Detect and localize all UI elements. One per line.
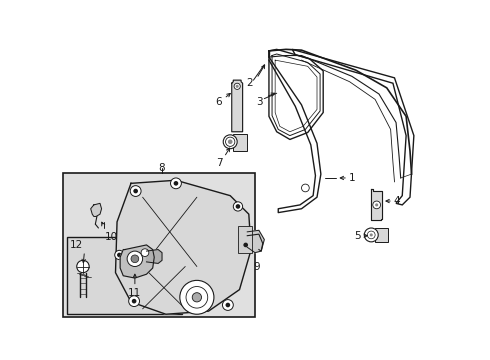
Text: 11: 11 <box>128 288 142 298</box>
Circle shape <box>244 243 248 247</box>
Bar <box>238 226 252 253</box>
Text: 7: 7 <box>216 158 222 167</box>
Polygon shape <box>247 230 264 253</box>
Circle shape <box>77 260 89 273</box>
Circle shape <box>369 233 373 237</box>
Text: 3: 3 <box>256 97 263 107</box>
Circle shape <box>236 204 240 209</box>
Circle shape <box>225 303 230 307</box>
Circle shape <box>141 249 149 256</box>
Text: 6: 6 <box>215 97 222 107</box>
Circle shape <box>133 189 138 193</box>
Circle shape <box>233 202 243 211</box>
Polygon shape <box>116 180 251 314</box>
Text: 4: 4 <box>393 196 400 206</box>
Circle shape <box>117 253 122 257</box>
Text: 12: 12 <box>70 240 83 250</box>
Bar <box>68 237 182 314</box>
Text: 9: 9 <box>253 261 260 271</box>
Polygon shape <box>147 249 162 264</box>
Circle shape <box>132 299 136 303</box>
Circle shape <box>375 203 378 206</box>
Circle shape <box>131 255 139 263</box>
Circle shape <box>127 251 143 266</box>
Polygon shape <box>232 80 243 132</box>
Circle shape <box>222 300 233 310</box>
Circle shape <box>180 280 214 314</box>
Bar <box>63 172 255 317</box>
Circle shape <box>234 83 240 89</box>
Text: 10: 10 <box>105 232 118 242</box>
Circle shape <box>373 201 381 209</box>
Text: 1: 1 <box>348 173 355 183</box>
Circle shape <box>228 139 233 144</box>
Circle shape <box>173 181 178 186</box>
Circle shape <box>192 293 201 302</box>
Polygon shape <box>120 245 154 278</box>
Polygon shape <box>371 189 382 220</box>
Circle shape <box>223 135 237 149</box>
Bar <box>233 134 247 151</box>
Text: 8: 8 <box>159 163 165 173</box>
Circle shape <box>115 250 124 260</box>
Text: 5: 5 <box>354 231 361 241</box>
Circle shape <box>236 85 239 88</box>
Circle shape <box>130 186 141 197</box>
Circle shape <box>364 228 378 242</box>
Text: 2: 2 <box>246 78 253 88</box>
Polygon shape <box>91 203 101 216</box>
Circle shape <box>171 178 181 189</box>
Circle shape <box>129 296 140 306</box>
Circle shape <box>241 240 250 249</box>
Bar <box>375 228 388 242</box>
